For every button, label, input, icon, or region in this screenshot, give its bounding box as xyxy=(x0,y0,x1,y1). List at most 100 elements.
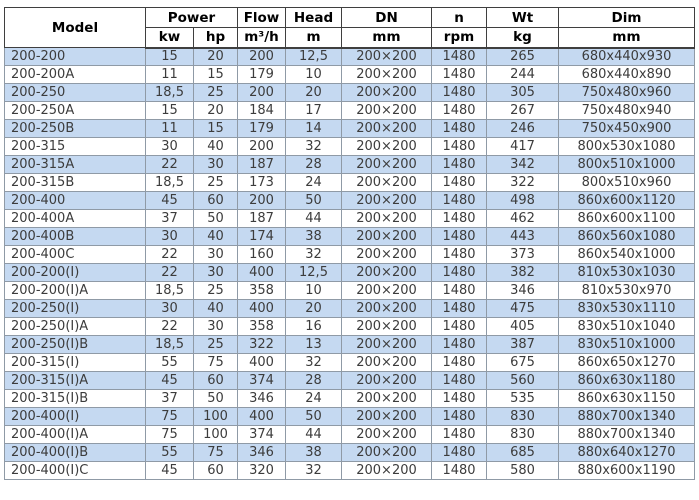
cell-dim: 880x600x1190 xyxy=(558,461,695,480)
cell-wt: 342 xyxy=(486,155,559,174)
cell-flow: 374 xyxy=(237,425,286,444)
cell-dim: 800x530x1080 xyxy=(558,137,695,156)
table-row: 200-200A 11 15 179 10 200×200 1480 244 680x440x8… xyxy=(4,65,695,84)
cell-power-hp: 50 xyxy=(193,389,238,408)
cell-flow: 174 xyxy=(237,227,286,246)
cell-model: 200-315A xyxy=(4,155,146,174)
header-unit-wt: kg xyxy=(486,27,559,49)
cell-head: 32 xyxy=(285,245,342,264)
cell-flow: 200 xyxy=(237,83,286,102)
cell-rpm: 1480 xyxy=(431,443,487,462)
table-row: 200-250(I)A 22 30 358 16 200×200 1480 405 830x51… xyxy=(4,317,695,336)
cell-dim: 830x510x1000 xyxy=(558,335,695,354)
cell-wt: 346 xyxy=(486,281,559,300)
cell-rpm: 1480 xyxy=(431,371,487,390)
cell-power-kw: 11 xyxy=(145,119,194,138)
cell-power-hp: 15 xyxy=(193,119,238,138)
cell-dim: 750x480x940 xyxy=(558,101,695,120)
cell-head: 10 xyxy=(285,65,342,84)
cell-dn: 200×200 xyxy=(341,299,432,318)
cell-power-hp: 25 xyxy=(193,83,238,102)
cell-wt: 322 xyxy=(486,173,559,192)
cell-head: 38 xyxy=(285,443,342,462)
table-row: 200-400A 37 50 187 44 200×200 1480 462 860x600x1… xyxy=(4,209,695,228)
cell-flow: 400 xyxy=(237,299,286,318)
cell-model: 200-315(I) xyxy=(4,353,146,372)
cell-power-kw: 22 xyxy=(145,155,194,174)
cell-dn: 200×200 xyxy=(341,209,432,228)
cell-dim: 860x600x1100 xyxy=(558,209,695,228)
pump-spec-table: Model Power Flow Head DN n Wt Dim kw hp … xyxy=(4,7,695,480)
cell-head: 10 xyxy=(285,281,342,300)
cell-power-hp: 30 xyxy=(193,263,238,282)
cell-power-kw: 45 xyxy=(145,461,194,480)
cell-wt: 580 xyxy=(486,461,559,480)
cell-dn: 200×200 xyxy=(341,65,432,84)
cell-head: 44 xyxy=(285,425,342,444)
table-row: 200-250B 11 15 179 14 200×200 1480 246 750x450x9… xyxy=(4,119,695,138)
cell-wt: 417 xyxy=(486,137,559,156)
cell-rpm: 1480 xyxy=(431,173,487,192)
cell-wt: 405 xyxy=(486,317,559,336)
table-row: 200-250(I) 30 40 400 20 200×200 1480 475 830x530… xyxy=(4,299,695,318)
cell-dn: 200×200 xyxy=(341,461,432,480)
cell-power-kw: 30 xyxy=(145,299,194,318)
cell-rpm: 1480 xyxy=(431,83,487,102)
cell-flow: 400 xyxy=(237,353,286,372)
cell-dn: 200×200 xyxy=(341,101,432,120)
cell-flow: 346 xyxy=(237,443,286,462)
cell-model: 200-400(I) xyxy=(4,407,146,426)
cell-flow: 400 xyxy=(237,407,286,426)
cell-head: 17 xyxy=(285,101,342,120)
table-row: 200-315B 18,5 25 173 24 200×200 1480 322 800x510… xyxy=(4,173,695,192)
cell-model: 200-400(I)B xyxy=(4,443,146,462)
cell-dn: 200×200 xyxy=(341,83,432,102)
spec-table-body: 200-200 15 20 200 12,5 200×200 1480 265 680x440x… xyxy=(4,47,695,480)
cell-head: 12,5 xyxy=(285,263,342,282)
cell-dim: 880x640x1270 xyxy=(558,443,695,462)
cell-flow: 322 xyxy=(237,335,286,354)
cell-model: 200-315(I)B xyxy=(4,389,146,408)
cell-head: 24 xyxy=(285,389,342,408)
header-head: Head xyxy=(285,7,342,28)
cell-model: 200-250 xyxy=(4,83,146,102)
cell-head: 14 xyxy=(285,119,342,138)
cell-dim: 810x530x970 xyxy=(558,281,695,300)
cell-power-hp: 60 xyxy=(193,371,238,390)
cell-rpm: 1480 xyxy=(431,209,487,228)
cell-head: 32 xyxy=(285,461,342,480)
cell-dim: 830x510x1040 xyxy=(558,317,695,336)
cell-dn: 200×200 xyxy=(341,425,432,444)
cell-model: 200-200 xyxy=(4,47,146,66)
table-row: 200-250 18,5 25 200 20 200×200 1480 305 750x480x… xyxy=(4,83,695,102)
table-row: 200-315(I) 55 75 400 32 200×200 1480 675 860x650… xyxy=(4,353,695,372)
cell-rpm: 1480 xyxy=(431,119,487,138)
header-wt: Wt xyxy=(486,7,559,28)
table-row: 200-200(I)A 18,5 25 358 10 200×200 1480 346 810x… xyxy=(4,281,695,300)
cell-flow: 179 xyxy=(237,65,286,84)
cell-dn: 200×200 xyxy=(341,191,432,210)
table-row: 200-400C 22 30 160 32 200×200 1480 373 860x540x1… xyxy=(4,245,695,264)
cell-dn: 200×200 xyxy=(341,137,432,156)
cell-rpm: 1480 xyxy=(431,191,487,210)
cell-wt: 387 xyxy=(486,335,559,354)
cell-power-hp: 100 xyxy=(193,407,238,426)
cell-dn: 200×200 xyxy=(341,155,432,174)
cell-rpm: 1480 xyxy=(431,335,487,354)
cell-power-kw: 22 xyxy=(145,245,194,264)
cell-model: 200-400(I)A xyxy=(4,425,146,444)
cell-power-kw: 22 xyxy=(145,263,194,282)
cell-dim: 860x600x1120 xyxy=(558,191,695,210)
cell-power-kw: 37 xyxy=(145,209,194,228)
cell-head: 44 xyxy=(285,209,342,228)
cell-rpm: 1480 xyxy=(431,245,487,264)
cell-head: 50 xyxy=(285,407,342,426)
cell-dim: 680x440x930 xyxy=(558,47,695,66)
table-row: 200-250(I)B 18,5 25 322 13 200×200 1480 387 830x… xyxy=(4,335,695,354)
cell-wt: 246 xyxy=(486,119,559,138)
cell-wt: 265 xyxy=(486,47,559,66)
cell-model: 200-315(I)A xyxy=(4,371,146,390)
cell-power-kw: 18,5 xyxy=(145,335,194,354)
cell-power-hp: 15 xyxy=(193,65,238,84)
header-model: Model xyxy=(4,7,146,48)
